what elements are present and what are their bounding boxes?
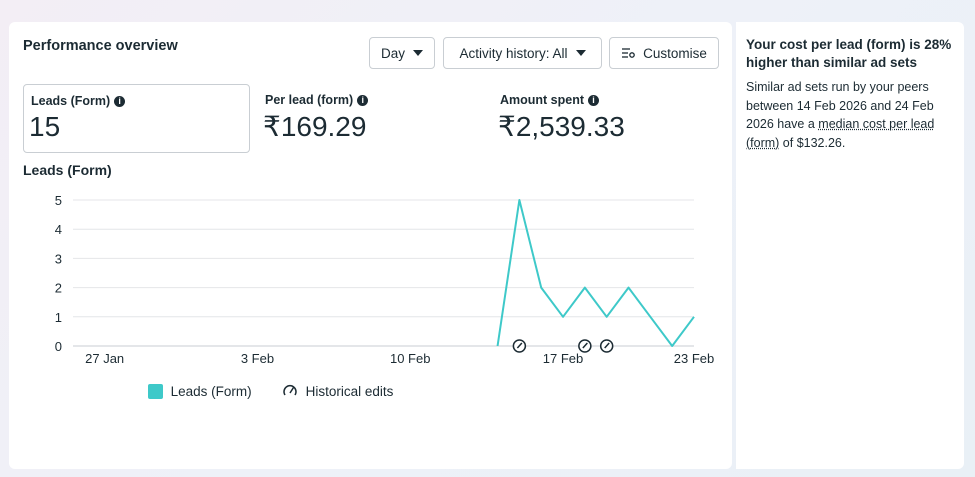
chart-legend: Leads (Form) Historical edits xyxy=(9,383,732,399)
historical-edit-marker[interactable] xyxy=(599,339,614,353)
y-tick-label: 1 xyxy=(55,310,62,325)
legend-edits-label: Historical edits xyxy=(305,383,394,399)
metric-per-lead-label: Per lead (form) xyxy=(265,93,354,107)
caret-down-icon xyxy=(413,50,423,56)
gauge-edit-icon xyxy=(282,385,297,396)
insight-body-text: Similar ad sets run by your peers betwee… xyxy=(746,80,934,131)
day-dropdown-label: Day xyxy=(380,45,405,61)
y-tick-label: 0 xyxy=(55,339,62,354)
median-cost-link[interactable]: median cost per lead (form) xyxy=(746,117,935,150)
x-tick-label: 27 Jan xyxy=(85,351,124,366)
customise-label: Customise xyxy=(643,45,707,61)
insight-panel: Your cost per lead (form) is 28% higher … xyxy=(736,22,964,469)
performance-overview-panel: Performance overview Day Activity histor… xyxy=(9,22,732,469)
x-tick-label: 17 Feb xyxy=(543,351,583,366)
metric-per-lead-value: ₹169.29 xyxy=(263,111,367,142)
legend-item-historical-edits[interactable]: Historical edits xyxy=(282,383,394,399)
metric-leads[interactable]: Leads (Form) i 15 xyxy=(23,84,250,153)
historical-edit-marker[interactable] xyxy=(512,339,527,353)
activity-dropdown-label: Activity history: All xyxy=(459,45,568,61)
y-tick-label: 2 xyxy=(55,281,62,296)
insight-title: Your cost per lead (form) is 28% higher … xyxy=(746,37,952,70)
panel-title: Performance overview xyxy=(23,38,178,54)
info-icon[interactable]: i xyxy=(588,94,600,106)
leads-line-chart: 0 1 2 3 4 5 27 Jan 3 Feb 10 Feb 17 Feb 23 Feb xyxy=(55,193,714,366)
customise-button[interactable]: Customise xyxy=(609,37,719,69)
metric-leads-value: 15 xyxy=(29,111,61,142)
x-tick-label: 3 Feb xyxy=(241,351,274,366)
metric-amount-spent-value: ₹2,539.33 xyxy=(498,111,625,142)
x-tick-label: 23 Feb xyxy=(674,351,714,366)
metric-amount-spent[interactable]: Amount spent i ₹2,539.33 xyxy=(493,84,713,153)
y-tick-label: 3 xyxy=(55,251,62,266)
insight-body-end: of $132.26. xyxy=(779,135,846,150)
metric-leads-label: Leads (Form) xyxy=(31,94,111,108)
day-dropdown[interactable]: Day xyxy=(369,37,435,69)
legend-item-leads[interactable]: Leads (Form) xyxy=(147,383,252,399)
activity-history-dropdown[interactable]: Activity history: All xyxy=(443,37,602,69)
metric-amount-spent-label: Amount spent xyxy=(500,93,585,107)
legend-leads-label: Leads (Form) xyxy=(170,383,252,399)
leads-swatch xyxy=(147,383,163,399)
series-line-leads xyxy=(496,199,695,347)
insight-body: Similar ad sets run by your peers betwee… xyxy=(746,78,958,152)
y-tick-label: 5 xyxy=(55,193,62,208)
historical-edit-marker[interactable] xyxy=(578,339,592,353)
chart-title: Leads (Form) xyxy=(23,162,112,178)
info-icon[interactable]: i xyxy=(114,95,126,107)
metric-per-lead[interactable]: Per lead (form) i ₹169.29 xyxy=(258,84,478,153)
customise-icon xyxy=(622,48,635,58)
caret-down-icon xyxy=(575,50,586,56)
y-tick-label: 4 xyxy=(55,222,62,237)
info-icon[interactable]: i xyxy=(357,94,369,106)
x-tick-label: 10 Feb xyxy=(390,351,430,366)
